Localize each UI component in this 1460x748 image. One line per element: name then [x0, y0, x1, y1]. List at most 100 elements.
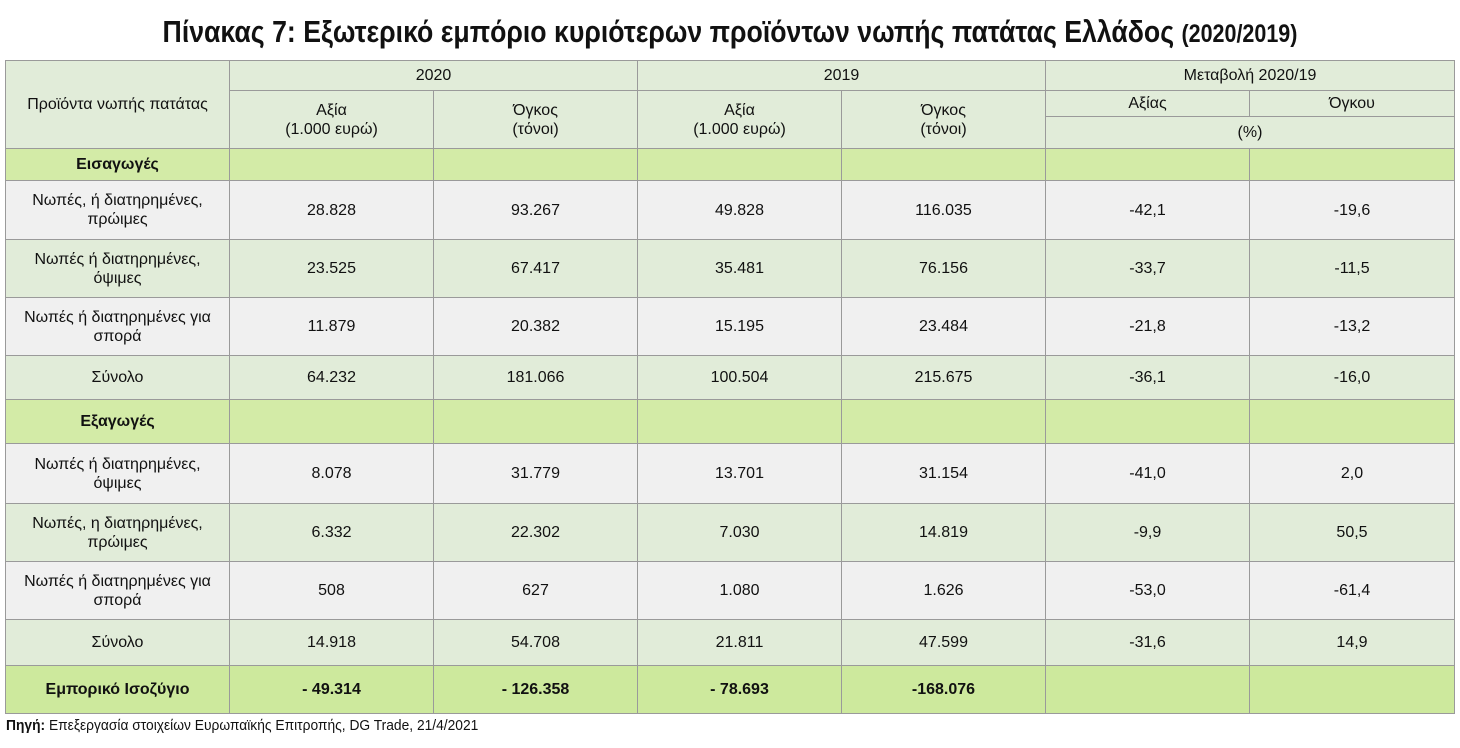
header-year-2019: 2019 [637, 60, 1046, 91]
table-row: Νωπές ή διατηρημένες, όψιμες 8.078 31.77… [5, 443, 1455, 504]
section-filler [1249, 148, 1455, 181]
header-percent: (%) [1045, 116, 1455, 149]
header-volume-line2: (τόνοι) [512, 120, 559, 138]
cell-change-volume: 50,5 [1249, 503, 1455, 562]
total-volume-2019: 47.599 [841, 619, 1046, 666]
header-value-2020: Αξία (1.000 ευρώ) [229, 90, 434, 149]
header-value-line2: (1.000 ευρώ) [693, 120, 786, 138]
total-change-value: -31,6 [1045, 619, 1250, 666]
balance-row: Εμπορικό Ισοζύγιο - 49.314 - 126.358 - 7… [5, 665, 1455, 714]
cell-volume-2020: 67.417 [433, 239, 638, 298]
section-filler [637, 148, 842, 181]
header-volume-line1: Όγκος [921, 101, 966, 119]
source-prefix: Πηγή: [6, 717, 46, 734]
total-value-2019: 21.811 [637, 619, 842, 666]
cell-change-value: -42,1 [1045, 180, 1250, 240]
cell-value-2019: 15.195 [637, 297, 842, 356]
table-row: Νωπές ή διατηρημένες για σπορά 508 627 1… [5, 561, 1455, 620]
table-row: Νωπές, η διατηρημένες, πρώιμες 6.332 22.… [5, 503, 1455, 562]
section-filler [1045, 399, 1250, 444]
cell-volume-2019: 76.156 [841, 239, 1046, 298]
header-row-years: Προϊόντα νωπής πατάτας 2020 2019 Μεταβολ… [5, 60, 1455, 149]
balance-empty [1045, 665, 1250, 714]
cell-volume-2019: 1.626 [841, 561, 1046, 620]
total-change-volume: -16,0 [1249, 355, 1455, 400]
balance-empty [1249, 665, 1455, 714]
section-filler [229, 148, 434, 181]
header-value-line1: Αξία [724, 101, 755, 119]
table-row: Νωπές, ή διατηρημένες, πρώιμες 28.828 93… [5, 180, 1455, 240]
cell-change-value: -21,8 [1045, 297, 1250, 356]
total-row-exports: Σύνολο 14.918 54.708 21.811 47.599 -31,6… [5, 619, 1455, 666]
cell-value-2020: 28.828 [229, 180, 434, 240]
cell-value-2020: 6.332 [229, 503, 434, 562]
cell-change-value: -41,0 [1045, 443, 1250, 504]
cell-volume-2019: 116.035 [841, 180, 1046, 240]
cell-volume-2020: 20.382 [433, 297, 638, 356]
header-year-2020: 2020 [229, 60, 638, 91]
header-change-volume: Όγκου [1249, 90, 1455, 117]
total-value-2020: 64.232 [229, 355, 434, 400]
row-label-line2: σπορά [93, 327, 142, 345]
cell-change-volume: -61,4 [1249, 561, 1455, 620]
section-filler [637, 399, 842, 444]
total-volume-2020: 181.066 [433, 355, 638, 400]
section-filler [841, 148, 1046, 181]
header-product-col: Προϊόντα νωπής πατάτας [5, 60, 230, 149]
total-label: Σύνολο [5, 355, 230, 400]
cell-volume-2019: 31.154 [841, 443, 1046, 504]
section-filler [1045, 148, 1250, 181]
page-title: Πίνακας 7: Εξωτερικό εμπόριο κυριότερων … [102, 14, 1358, 50]
row-label-line2: όψιμες [93, 474, 142, 492]
header-value-line1: Αξία [316, 101, 347, 119]
cell-value-2019: 13.701 [637, 443, 842, 504]
cell-value-2020: 508 [229, 561, 434, 620]
cell-value-2019: 49.828 [637, 180, 842, 240]
row-label: Νωπές ή διατηρημένες για σπορά [5, 561, 230, 620]
header-volume-2019: Όγκος (τόνοι) [841, 90, 1046, 149]
section-filler [433, 148, 638, 181]
section-filler [1249, 399, 1455, 444]
balance-value-2019: - 78.693 [637, 665, 842, 714]
row-label: Νωπές ή διατηρημένες για σπορά [5, 297, 230, 356]
row-label-line2: σπορά [93, 591, 142, 609]
section-filler [229, 399, 434, 444]
header-change: Μεταβολή 2020/19 [1045, 60, 1455, 91]
balance-label: Εμπορικό Ισοζύγιο [5, 665, 230, 714]
section-label-imports: Εισαγωγές [5, 148, 230, 181]
total-label: Σύνολο [5, 619, 230, 666]
total-volume-2019: 215.675 [841, 355, 1046, 400]
row-label-line1: Νωπές ή διατηρημένες, [34, 455, 201, 473]
section-filler [433, 399, 638, 444]
cell-volume-2020: 93.267 [433, 180, 638, 240]
row-label: Νωπές ή διατηρημένες, όψιμες [5, 239, 230, 298]
total-row-imports: Σύνολο 64.232 181.066 100.504 215.675 -3… [5, 355, 1455, 400]
cell-value-2020: 8.078 [229, 443, 434, 504]
cell-change-volume: -11,5 [1249, 239, 1455, 298]
cell-volume-2020: 627 [433, 561, 638, 620]
balance-volume-2020: - 126.358 [433, 665, 638, 714]
row-label-line1: Νωπές ή διατηρημένες, [34, 250, 201, 268]
row-label: Νωπές, η διατηρημένες, πρώιμες [5, 503, 230, 562]
header-value-2019: Αξία (1.000 ευρώ) [637, 90, 842, 149]
row-label-line2: πρώιμες [87, 211, 148, 228]
row-label-line1: Νωπές, ή διατηρημένες, [32, 192, 203, 209]
row-label-line1: Νωπές, η διατηρημένες, [32, 514, 203, 532]
title-main: Πίνακας 7: Εξωτερικό εμπόριο κυριότερων … [162, 14, 1175, 49]
cell-change-value: -9,9 [1045, 503, 1250, 562]
total-volume-2020: 54.708 [433, 619, 638, 666]
cell-volume-2019: 23.484 [841, 297, 1046, 356]
cell-value-2019: 7.030 [637, 503, 842, 562]
balance-value-2020: - 49.314 [229, 665, 434, 714]
row-label-line1: Νωπές ή διατηρημένες για [24, 572, 211, 590]
section-row-imports: Εισαγωγές [5, 148, 1455, 181]
total-change-volume: 14,9 [1249, 619, 1455, 666]
header-change-value: Αξίας [1045, 90, 1250, 117]
cell-value-2019: 35.481 [637, 239, 842, 298]
cell-change-volume: -19,6 [1249, 180, 1455, 240]
table-row: Νωπές ή διατηρημένες για σπορά 11.879 20… [5, 297, 1455, 356]
cell-volume-2020: 31.779 [433, 443, 638, 504]
row-label: Νωπές ή διατηρημένες, όψιμες [5, 443, 230, 504]
cell-volume-2020: 22.302 [433, 503, 638, 562]
header-row-percent: (%) [6, 116, 1455, 149]
